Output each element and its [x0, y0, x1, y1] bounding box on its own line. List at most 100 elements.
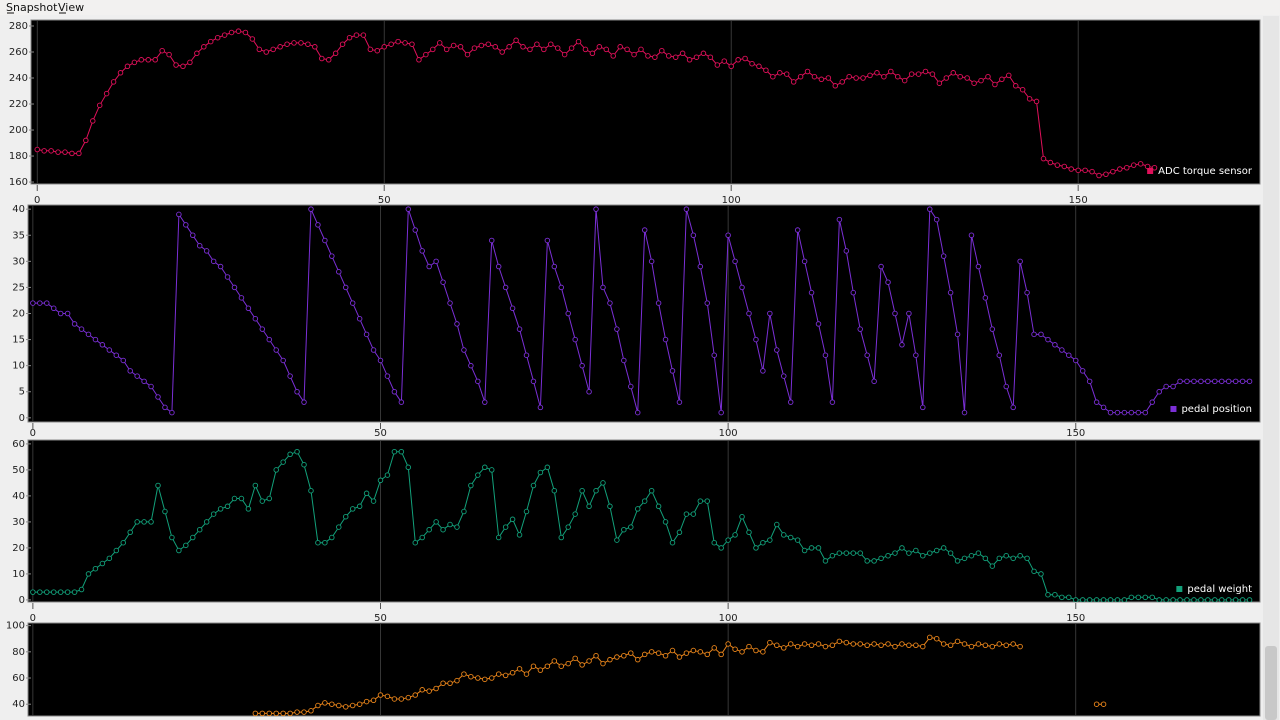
data-point: [954, 558, 961, 564]
data-point: [582, 46, 589, 53]
data-point: [899, 545, 905, 551]
data-point: [242, 29, 249, 36]
data-point: [989, 563, 996, 569]
data-point: [1246, 597, 1253, 602]
data-point: [124, 63, 131, 70]
data-point: [1100, 597, 1107, 602]
data-point: [850, 550, 857, 556]
data-point: [1086, 378, 1093, 385]
scrollbar-thumb[interactable]: [1265, 646, 1277, 720]
data-point: [1103, 171, 1109, 177]
data-point: [843, 550, 850, 556]
data-point: [287, 373, 293, 379]
data-point: [1212, 378, 1218, 385]
data-point: [634, 506, 641, 512]
data-point: [634, 656, 641, 663]
data-point: [332, 50, 339, 57]
data-point: [148, 383, 154, 390]
data-point: [892, 310, 898, 317]
data-point: [1121, 597, 1128, 602]
data-point: [419, 248, 425, 254]
data-point: [1156, 388, 1162, 395]
data-point: [679, 50, 686, 57]
data-point: [256, 46, 263, 53]
data-point: [148, 519, 154, 525]
data-point: [787, 641, 794, 647]
y-tick-label: 50: [12, 465, 25, 476]
legend-swatch: [1147, 168, 1154, 174]
data-point: [801, 258, 808, 265]
data-point: [822, 558, 829, 564]
data-point: [69, 150, 75, 157]
data-point: [1130, 162, 1137, 168]
data-point: [739, 284, 745, 291]
data-point: [1075, 167, 1081, 174]
data-point: [203, 248, 210, 254]
data-point: [259, 326, 266, 332]
data-point: [1079, 368, 1086, 374]
data-point: [83, 137, 89, 144]
data-point: [1003, 383, 1009, 390]
data-point: [468, 362, 474, 369]
data-point: [906, 310, 912, 317]
data-point: [1149, 594, 1155, 601]
data-point: [530, 378, 537, 385]
data-point: [537, 469, 544, 476]
data-point: [1163, 597, 1169, 602]
data-point: [871, 641, 877, 647]
y-tick-label: 160: [9, 177, 28, 188]
data-point: [1068, 166, 1074, 172]
data-point: [1093, 597, 1100, 602]
data-point: [836, 550, 843, 556]
data-point: [961, 555, 968, 562]
data-point: [746, 529, 752, 536]
data-point: [1052, 342, 1058, 348]
data-point: [322, 237, 328, 244]
data-point: [1040, 155, 1047, 162]
data-point: [662, 652, 669, 659]
data-point: [558, 534, 565, 541]
data-point: [1142, 594, 1149, 601]
data-point: [238, 295, 245, 301]
data-point: [527, 46, 533, 53]
data-point: [641, 651, 648, 658]
data-point: [64, 589, 71, 595]
data-point: [822, 643, 829, 650]
y-tick-label: 180: [9, 151, 28, 162]
data-point: [947, 642, 954, 649]
data-point: [166, 51, 172, 58]
y-tick-label: 10: [12, 569, 25, 580]
data-point: [155, 482, 161, 489]
y-tick-label: 100: [6, 621, 25, 632]
data-point: [315, 222, 321, 228]
data-point: [971, 80, 977, 86]
data-point: [718, 409, 724, 416]
x-tick-label: 100: [719, 613, 738, 624]
data-point: [1052, 591, 1058, 598]
data-point: [718, 545, 724, 551]
menu-view[interactable]: View: [58, 1, 84, 14]
data-point: [217, 506, 224, 512]
data-point: [180, 63, 186, 70]
data-point: [593, 206, 599, 212]
data-point: [298, 40, 304, 46]
data-point: [665, 53, 672, 59]
menu-snapshot[interactable]: Snapshot: [6, 1, 58, 14]
data-point: [943, 75, 950, 81]
data-point: [742, 55, 748, 62]
data-point: [270, 46, 276, 53]
scrollbar[interactable]: [1263, 16, 1279, 720]
data-point: [797, 73, 804, 80]
data-point: [832, 83, 839, 89]
data-point: [259, 498, 266, 504]
data-point: [957, 73, 963, 80]
data-point: [885, 279, 891, 285]
data-point: [899, 641, 905, 647]
data-point: [440, 680, 446, 687]
data-point: [1135, 409, 1142, 416]
data-point: [1045, 591, 1051, 598]
data-point: [294, 709, 300, 715]
data-point: [187, 59, 193, 66]
data-point: [523, 508, 530, 515]
